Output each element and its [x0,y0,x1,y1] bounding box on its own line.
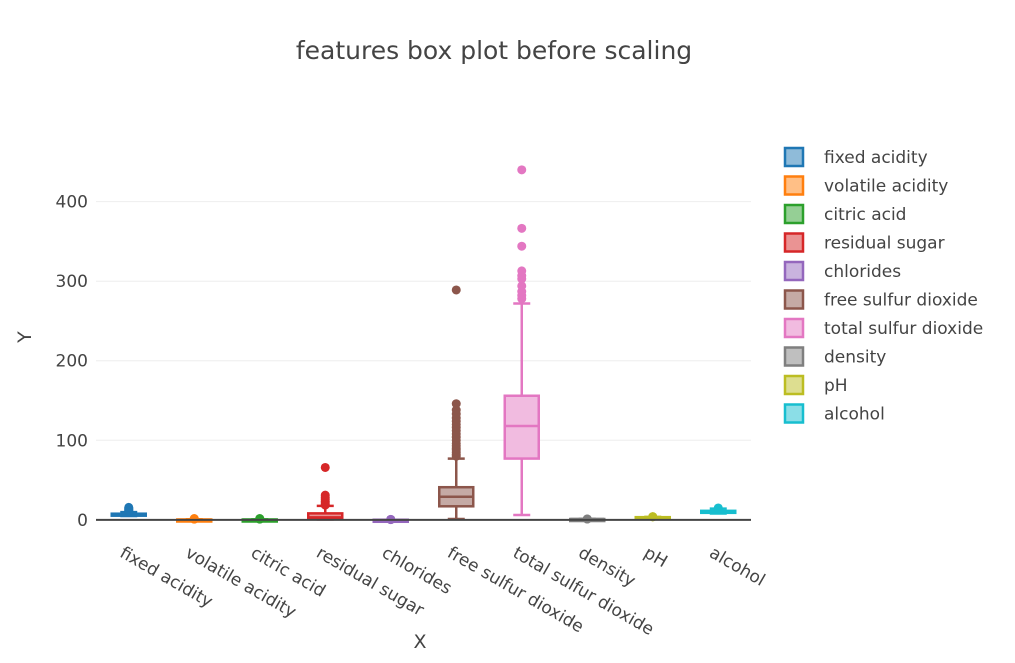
legend-item[interactable]: alcohol [783,403,885,425]
y-axis-ticks: 0 100 200 300 400 [56,193,88,531]
outlier-point [713,503,723,513]
legend-swatch [783,403,805,424]
legend-swatch [783,374,805,396]
legend-label: pH [824,376,848,396]
chart-title: features box plot before scaling [296,36,692,65]
legend-swatch [783,175,805,196]
y-tick-label: 0 [77,511,88,531]
legend-label: density [824,348,886,368]
box-residual-sugar [307,462,344,521]
legend-swatch [783,203,805,225]
legend-item[interactable]: volatile acidity [783,175,948,197]
x-tick-label: alcohol [706,543,769,591]
y-tick-label: 300 [56,272,88,292]
box-total-sulfur-dioxide [503,165,540,517]
outlier-point [189,514,199,524]
outlier-point [451,399,461,409]
outlier-point [451,285,461,295]
legend-item[interactable]: total sulfur dioxide [783,317,983,339]
outlier-point [255,513,265,523]
legend-swatch [783,289,805,310]
boxes [110,165,737,525]
box-fixed-acidity [110,502,147,518]
x-tick-label: pH [640,543,670,572]
legend-item[interactable]: chlorides [783,260,901,282]
box-alcohol [700,503,737,515]
y-axis-title: Y [14,331,36,344]
legend-item[interactable]: free sulfur dioxide [783,289,978,311]
legend-label: alcohol [824,405,885,425]
box-free-sulfur-dioxide [438,285,475,521]
legend-swatch [783,232,805,253]
legend-swatch [783,146,805,168]
legend-swatch [783,260,805,282]
outlier-point [124,502,134,512]
x-tick-label: volatile acidity [182,543,300,622]
legend-item[interactable]: citric acid [783,203,906,225]
outlier-point [517,266,527,276]
legend-label: citric acid [824,205,906,225]
legend-label: total sulfur dioxide [824,319,983,339]
legend-item[interactable]: fixed acidity [783,146,928,168]
legend-item[interactable]: density [783,346,886,368]
legend-label: residual sugar [824,234,945,254]
legend-label: chlorides [824,262,901,282]
outlier-point [451,405,461,415]
y-tick-label: 400 [56,193,88,213]
outlier-point [320,490,330,500]
legend-item[interactable]: pH [783,374,848,396]
grid [96,201,751,441]
outlier-point [517,165,527,175]
legend-swatch [783,346,805,367]
legend[interactable]: fixed acidity volatile acidity citric acid… [783,146,983,425]
outlier-point [517,281,527,291]
legend-item[interactable]: residual sugar [783,232,945,254]
outlier-point [320,462,330,472]
y-tick-label: 100 [56,431,88,451]
outlier-point [517,241,527,251]
legend-label: free sulfur dioxide [824,291,978,311]
legend-label: fixed acidity [824,148,928,168]
legend-label: volatile acidity [824,177,948,197]
legend-swatch [783,317,805,339]
x-axis-title: X [413,631,426,653]
outlier-point [517,223,527,233]
y-tick-label: 200 [56,352,88,372]
